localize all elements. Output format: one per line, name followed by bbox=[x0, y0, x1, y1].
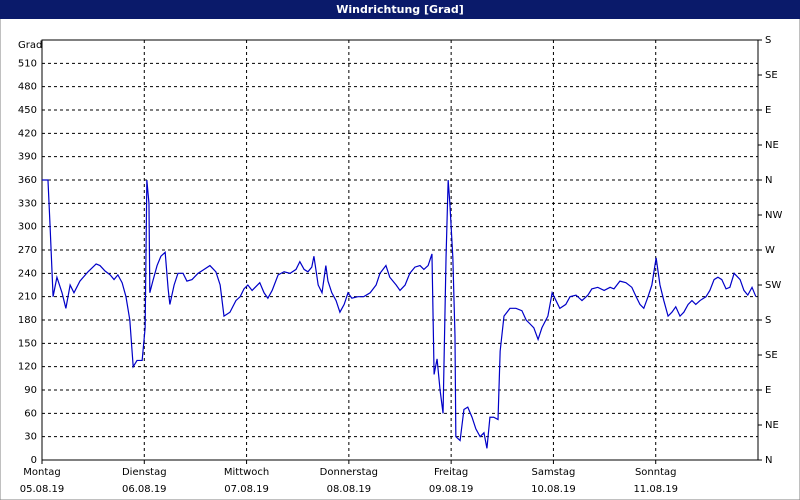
y2-tick-label: E bbox=[765, 105, 771, 116]
x-tick-date: 05.08.19 bbox=[20, 484, 65, 495]
y-axis-label: Grad bbox=[18, 40, 42, 51]
y-tick-label: 120 bbox=[18, 362, 37, 373]
y2-tick-label: E bbox=[765, 385, 771, 396]
y2-tick-label: N bbox=[765, 455, 772, 466]
y-tick-label: 450 bbox=[18, 105, 37, 116]
y-tick-label: 30 bbox=[24, 432, 37, 443]
y-tick-label: 0 bbox=[31, 455, 37, 466]
x-tick-date: 09.08.19 bbox=[429, 484, 474, 495]
y2-tick-label: W bbox=[765, 245, 775, 256]
y-tick-label: 390 bbox=[18, 152, 37, 163]
y-tick-label: 510 bbox=[18, 58, 37, 69]
y-tick-label: 60 bbox=[24, 408, 37, 419]
y2-tick-label: S bbox=[765, 315, 771, 326]
x-tick-date: 08.08.19 bbox=[327, 484, 372, 495]
y2-tick-label: NE bbox=[765, 140, 779, 151]
data-line bbox=[42, 179, 757, 449]
x-tick-label: Samstag bbox=[532, 467, 576, 478]
y-tick-label: 180 bbox=[18, 315, 37, 326]
y2-tick-label: S bbox=[765, 35, 771, 46]
y2-tick-label: N bbox=[765, 175, 772, 186]
y-tick-label: 480 bbox=[18, 82, 37, 93]
y-tick-label: 150 bbox=[18, 338, 37, 349]
x-tick-date: 06.08.19 bbox=[122, 484, 167, 495]
x-tick-date: 07.08.19 bbox=[224, 484, 269, 495]
y2-tick-label: SE bbox=[765, 350, 778, 361]
x-tick-label: Dienstag bbox=[122, 467, 167, 478]
x-tick-label: Donnerstag bbox=[320, 467, 378, 478]
x-tick-label: Montag bbox=[23, 467, 60, 478]
y-tick-label: 90 bbox=[24, 385, 37, 396]
x-tick-date: 10.08.19 bbox=[531, 484, 576, 495]
chart-title: Windrichtung [Grad] bbox=[336, 3, 464, 16]
y2-tick-label: SW bbox=[765, 280, 781, 291]
y-tick-label: 330 bbox=[18, 198, 37, 209]
x-tick-label: Sonntag bbox=[635, 467, 677, 478]
x-tick-label: Mittwoch bbox=[224, 467, 269, 478]
y-tick-label: 300 bbox=[18, 222, 37, 233]
y2-tick-label: SE bbox=[765, 70, 778, 81]
title-bar bbox=[0, 0, 800, 19]
y-tick-label: 360 bbox=[18, 175, 37, 186]
y-tick-label: 270 bbox=[18, 245, 37, 256]
y2-tick-label: NW bbox=[765, 210, 782, 221]
plot-frame bbox=[41, 39, 759, 461]
x-tick-date: 11.08.19 bbox=[633, 484, 678, 495]
y-tick-label: 210 bbox=[18, 292, 37, 303]
y-tick-label: 240 bbox=[18, 268, 37, 279]
y2-tick-label: NE bbox=[765, 420, 779, 431]
x-tick-label: Freitag bbox=[434, 467, 468, 478]
y-tick-label: 420 bbox=[18, 128, 37, 139]
